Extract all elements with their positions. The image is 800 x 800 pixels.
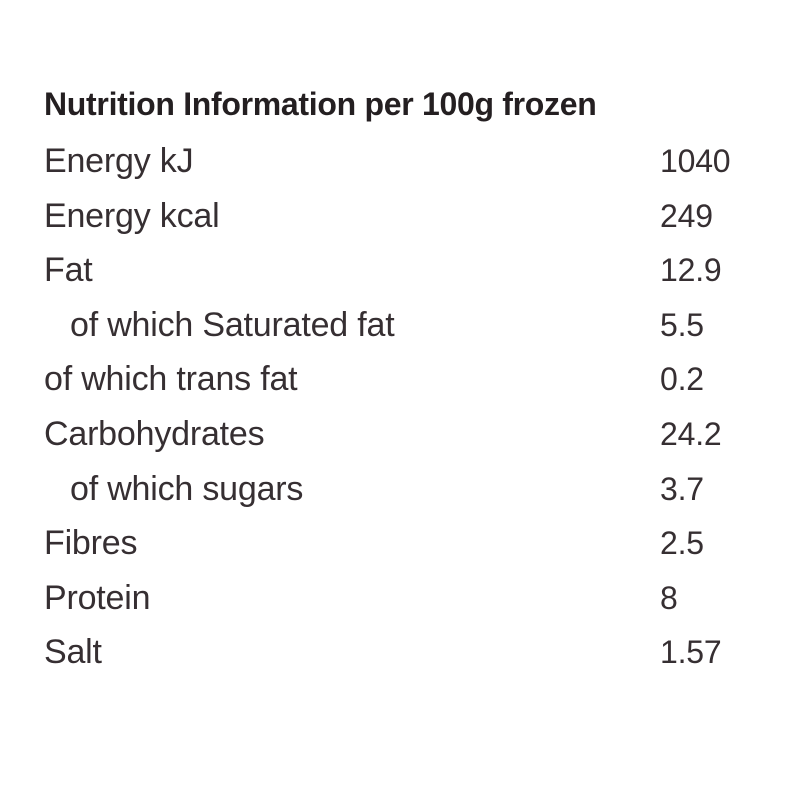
nutrition-row: of which sugars 3.7 xyxy=(44,462,756,517)
nutrition-row: Protein 8 xyxy=(44,571,756,626)
nutrient-label: Energy kcal xyxy=(44,196,220,235)
nutrient-value: 2.5 xyxy=(660,525,704,562)
nutrition-panel: Nutrition Information per 100g frozen En… xyxy=(44,88,756,680)
nutrient-label: of which sugars xyxy=(70,469,304,508)
nutrition-row: of which Saturated fat 5.5 xyxy=(44,298,756,353)
nutrient-value: 12.9 xyxy=(660,252,722,289)
nutrient-label: Fat xyxy=(44,251,93,290)
nutrient-label: Protein xyxy=(44,578,151,617)
nutrient-value: 24.2 xyxy=(660,415,722,452)
nutrition-rows: Energy kJ 1040 Energy kcal 249 Fat 12.9 … xyxy=(44,134,756,680)
nutrient-label: Salt xyxy=(44,633,102,672)
nutrient-label: Carbohydrates xyxy=(44,414,265,453)
nutrition-row: Carbohydrates 24.2 xyxy=(44,407,756,462)
nutrient-value: 3.7 xyxy=(660,470,704,507)
nutrient-label: Energy kJ xyxy=(44,142,194,180)
nutrition-panel-title: Nutrition Information per 100g frozen xyxy=(44,86,597,122)
nutrition-row: Fibres 2.5 xyxy=(44,516,756,571)
nutrition-row: of which trans fat 0.2 xyxy=(44,352,756,407)
nutrition-row: Energy kcal 249 xyxy=(44,189,756,244)
nutrition-row: Fat 12.9 xyxy=(44,243,756,298)
nutrient-label: Fibres xyxy=(44,524,138,563)
nutrient-value: 1.57 xyxy=(660,634,722,671)
nutrition-row: Energy kJ 1040 xyxy=(44,134,756,189)
nutrient-label: of which trans fat xyxy=(44,360,298,399)
nutrition-row: Salt 1.57 xyxy=(44,625,756,680)
nutrient-value: 249 xyxy=(660,197,713,234)
nutrient-value: 5.5 xyxy=(660,306,704,343)
nutrient-value: 0.2 xyxy=(660,361,704,398)
nutrient-value: 8 xyxy=(660,579,678,616)
nutrient-label: of which Saturated fat xyxy=(70,305,395,344)
nutrient-value: 1040 xyxy=(660,143,731,179)
